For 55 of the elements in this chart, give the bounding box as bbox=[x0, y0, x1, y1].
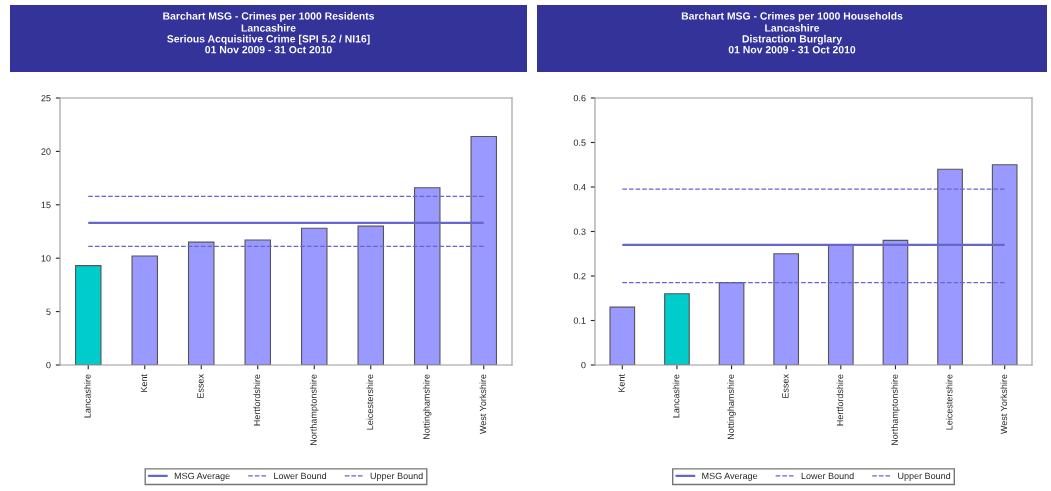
bar bbox=[718, 282, 745, 365]
y-tick-label: 0.1 bbox=[573, 317, 586, 324]
y-tick-label: 0.4 bbox=[573, 183, 586, 191]
bar bbox=[937, 168, 963, 365]
bar bbox=[187, 241, 215, 365]
y-tick-label: 0.3 bbox=[573, 228, 586, 235]
x-tick-label: Essex bbox=[782, 374, 789, 398]
legend-label: Lower Bound bbox=[801, 472, 854, 480]
y-tick-label: 20 bbox=[41, 148, 51, 155]
y-tick-label: 10 bbox=[41, 255, 51, 262]
x-tick-label: Hertfordshire bbox=[253, 374, 261, 426]
x-tick-label: Leicestershire bbox=[945, 374, 953, 430]
x-tick-label: Nottinghamshire bbox=[423, 374, 432, 440]
x-tick-label: Leicestershire bbox=[366, 374, 374, 430]
bar bbox=[664, 293, 690, 365]
bar bbox=[773, 253, 800, 365]
x-tick-label: Kent bbox=[618, 374, 625, 392]
bar bbox=[244, 239, 272, 365]
bar bbox=[357, 225, 385, 365]
y-tick-label: 0 bbox=[46, 361, 51, 369]
bar bbox=[413, 187, 441, 365]
x-tick-label: West Yorkshire bbox=[479, 374, 487, 435]
legend-label: Upper Bound bbox=[370, 472, 423, 481]
x-tick-label: Hertfordshire bbox=[836, 374, 844, 426]
y-tick-label: 0.5 bbox=[573, 139, 586, 146]
bar bbox=[991, 164, 1018, 365]
chart-subtitle: Lancashire Distraction Burglary 01 Nov 2009 - 31 Oct 2010 bbox=[728, 24, 856, 54]
chart-title: Barchart MSG - Crimes per 1000 Households bbox=[681, 12, 903, 22]
legend-label: Upper Bound bbox=[898, 472, 951, 481]
bar bbox=[300, 227, 328, 365]
y-tick-label: 15 bbox=[41, 201, 51, 209]
legend-label: MSG Average bbox=[174, 472, 230, 481]
bar bbox=[470, 135, 498, 365]
x-tick-label: Essex bbox=[197, 374, 204, 398]
legend-label: MSG Average bbox=[702, 472, 758, 481]
legend-label: Lower Bound bbox=[274, 472, 327, 480]
x-tick-label: Northamptonshire bbox=[891, 374, 900, 446]
bar bbox=[609, 306, 636, 365]
y-tick-label: 0.2 bbox=[573, 272, 586, 280]
x-tick-label: Lancashire bbox=[672, 374, 680, 418]
y-tick-label: 5 bbox=[46, 308, 51, 315]
y-tick-label: 0.6 bbox=[573, 94, 586, 102]
x-tick-label: Northamptonshire bbox=[310, 374, 319, 446]
chart-title: Barchart MSG - Crimes per 1000 Residents bbox=[163, 12, 375, 22]
y-tick-label: 25 bbox=[41, 94, 51, 102]
x-tick-label: West Yorkshire bbox=[1000, 374, 1008, 435]
chart-subtitle: Lancashire Serious Acquisitive Crime [SPI 5.2 / NI16] 01 Nov 2009 - 31 Oct 2010 bbox=[167, 24, 370, 54]
bar bbox=[827, 244, 854, 365]
y-tick-label: 0 bbox=[581, 361, 586, 369]
bar bbox=[131, 255, 159, 365]
x-tick-label: Lancashire bbox=[84, 374, 91, 418]
x-tick-label: Kent bbox=[140, 374, 148, 392]
bar bbox=[74, 265, 102, 365]
bar bbox=[882, 239, 909, 365]
x-tick-label: Nottinghamshire bbox=[727, 374, 736, 440]
